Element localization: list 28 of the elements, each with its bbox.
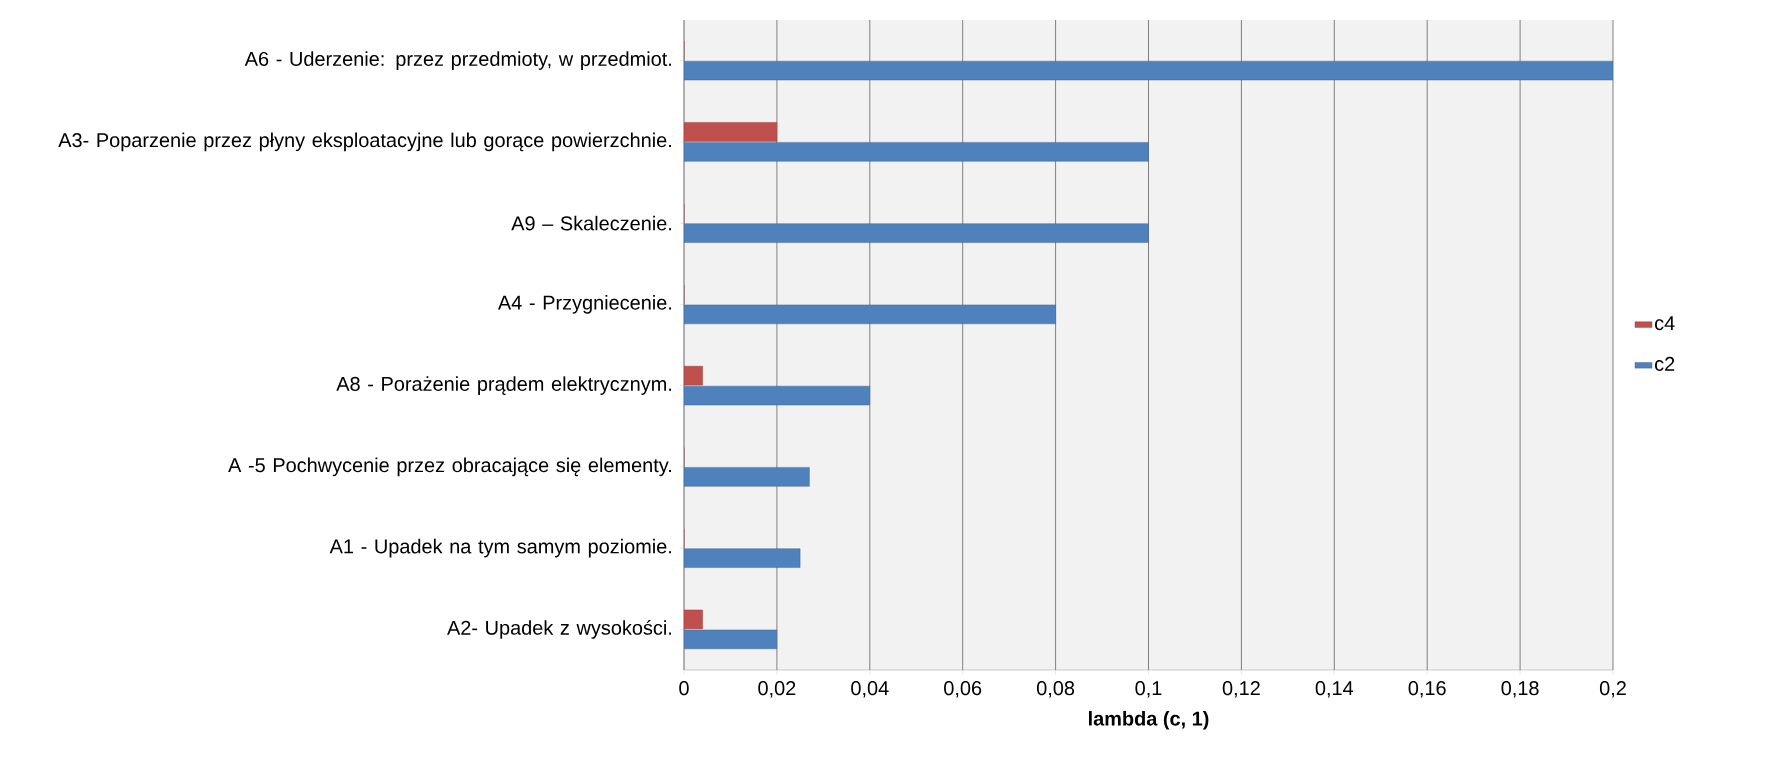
x-tick-label: 0,02	[758, 681, 796, 698]
y-tick-label: A6 - Uderzenie: przez przedmioty, w przedmiot.	[244, 51, 672, 70]
bar	[683, 60, 1613, 81]
x-tick-label: 0,1	[1135, 681, 1162, 698]
x-tick-label: 0,04	[851, 681, 889, 698]
x-tick-label: 0,14	[1315, 681, 1354, 698]
x-tick-label: 0	[679, 681, 689, 696]
x-tick-label: 0,12	[1222, 681, 1260, 698]
legend-label: c4	[1655, 316, 1675, 331]
bar	[683, 548, 801, 568]
x-tick-label: 0,2	[1599, 681, 1626, 698]
x-tick-label: 0,16	[1408, 681, 1446, 698]
bar	[683, 467, 810, 487]
x-axis-title: lambda (c, 1)	[1088, 711, 1209, 730]
bar	[683, 223, 1149, 243]
x-tick-label: 0,08	[1036, 681, 1075, 698]
legend-label: c2	[1655, 356, 1675, 371]
y-tick-label: A3- Poparzenie przez płyny eksploatacyjne lub gorące powierzchnie.	[58, 132, 671, 152]
bar	[683, 122, 778, 142]
y-tick-label: A4 - Przygniecenie.	[497, 295, 672, 314]
bar	[683, 142, 1149, 162]
y-tick-label: A9 – Skaleczenie.	[511, 215, 672, 231]
x-tick-label: 0,06	[944, 681, 982, 698]
y-tick-label: A -5 Pochwycenie przez obracające się elementy.	[228, 457, 672, 477]
y-tick-label: A8 - Porażenie prądem elektrycznym.	[336, 376, 672, 395]
x-tick-label: 0,18	[1501, 681, 1539, 698]
y-tick-label: A2- Upadek z wysokości.	[447, 619, 672, 639]
y-tick-label: A1 - Upadek na tym samym poziomie.	[329, 538, 672, 558]
